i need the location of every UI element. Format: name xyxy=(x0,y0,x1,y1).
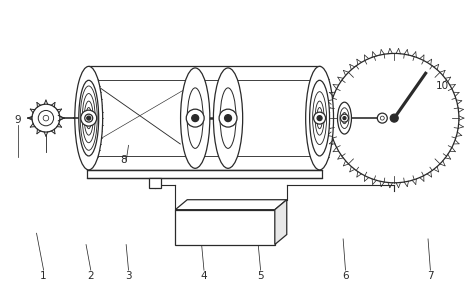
Text: 8: 8 xyxy=(120,154,127,164)
Circle shape xyxy=(343,117,346,120)
Circle shape xyxy=(329,53,459,183)
Circle shape xyxy=(390,114,398,122)
Circle shape xyxy=(377,113,387,123)
Circle shape xyxy=(87,116,91,120)
Ellipse shape xyxy=(337,102,351,134)
Text: 6: 6 xyxy=(342,271,349,281)
Bar xyxy=(175,210,275,245)
Circle shape xyxy=(85,114,93,122)
Ellipse shape xyxy=(75,66,103,170)
Text: 10: 10 xyxy=(436,81,449,91)
Text: 9: 9 xyxy=(14,115,21,125)
Circle shape xyxy=(186,109,204,127)
Circle shape xyxy=(191,115,199,122)
Circle shape xyxy=(81,110,97,126)
Bar xyxy=(87,170,321,178)
Circle shape xyxy=(225,115,231,122)
Text: 1: 1 xyxy=(40,271,47,281)
Ellipse shape xyxy=(79,80,99,156)
Polygon shape xyxy=(275,200,287,245)
Ellipse shape xyxy=(310,80,329,156)
Circle shape xyxy=(317,116,322,121)
Ellipse shape xyxy=(181,68,210,168)
Circle shape xyxy=(340,114,348,122)
Circle shape xyxy=(32,104,60,132)
Text: 3: 3 xyxy=(125,271,132,281)
Circle shape xyxy=(219,109,237,127)
Bar xyxy=(149,178,161,188)
Circle shape xyxy=(43,115,49,121)
Circle shape xyxy=(314,112,326,124)
Text: 7: 7 xyxy=(427,271,434,281)
Ellipse shape xyxy=(213,68,243,168)
Polygon shape xyxy=(175,200,287,210)
Text: 4: 4 xyxy=(201,271,207,281)
Text: 5: 5 xyxy=(257,271,264,281)
Text: 2: 2 xyxy=(88,271,94,281)
Ellipse shape xyxy=(306,66,334,170)
